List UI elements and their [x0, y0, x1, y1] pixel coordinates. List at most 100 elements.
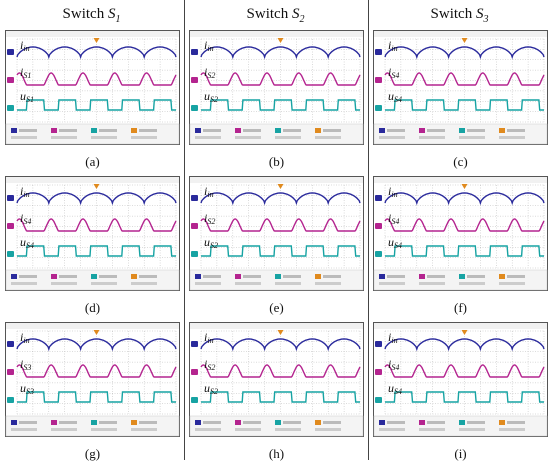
column-header-subscript: 1 — [115, 14, 121, 25]
info-channel-chip — [91, 420, 97, 425]
info-readout — [419, 428, 445, 431]
info-readout — [51, 282, 77, 285]
info-channel-chip — [315, 274, 321, 279]
info-readout — [419, 282, 445, 285]
info-readout — [59, 275, 77, 278]
scope-info-bar — [5, 123, 180, 145]
channel-marker — [7, 341, 14, 347]
input-current-trace — [384, 46, 545, 60]
switch-voltage-label: uS1 — [20, 89, 34, 104]
info-readout — [19, 421, 37, 424]
switch-current-trace — [384, 364, 545, 378]
info-readout — [131, 282, 157, 285]
scope-top-bar — [374, 31, 547, 37]
input-current-trace — [384, 338, 545, 352]
info-channel-chip — [275, 420, 281, 425]
switch-voltage-trace — [17, 99, 176, 111]
info-readout — [243, 129, 261, 132]
scope-grid — [384, 38, 545, 123]
column-header-symbol: S — [475, 6, 484, 22]
trigger-marker — [461, 184, 468, 189]
trigger-marker — [93, 38, 100, 43]
column-divider — [184, 0, 185, 460]
info-readout — [11, 136, 37, 139]
oscilloscope-panel: iin iS4 uS4 — [373, 176, 548, 291]
info-readout — [131, 428, 157, 431]
info-readout — [467, 129, 485, 132]
switch-current-trace — [200, 364, 361, 378]
switch-current-trace — [200, 72, 361, 86]
oscilloscope-screen: iin iS3 uS3 — [5, 322, 180, 437]
panel-caption: (c) — [453, 154, 468, 169]
info-readout — [379, 136, 405, 139]
info-readout — [459, 282, 485, 285]
info-readout — [467, 275, 485, 278]
switch-current-label: iS1 — [20, 65, 31, 80]
panel-caption: (d) — [84, 300, 101, 315]
column-header-1: Switch S1 — [0, 6, 183, 25]
info-channel-chip — [51, 420, 57, 425]
info-channel-chip — [275, 128, 281, 133]
channel-marker — [375, 369, 382, 375]
info-readout — [11, 428, 37, 431]
scope-info-bar — [189, 123, 364, 145]
info-readout — [195, 136, 221, 139]
info-readout — [19, 129, 37, 132]
info-readout — [203, 129, 221, 132]
channel-marker — [375, 223, 382, 229]
panel-caption: (e) — [269, 300, 284, 315]
scope-info-bar — [5, 269, 180, 291]
info-channel-chip — [11, 274, 17, 279]
info-readout — [59, 129, 77, 132]
info-readout — [379, 428, 405, 431]
scope-top-bar — [374, 177, 547, 183]
info-readout — [243, 421, 261, 424]
info-readout — [315, 282, 341, 285]
switch-current-trace — [384, 72, 545, 86]
channel-marker — [7, 49, 14, 55]
trigger-marker — [277, 38, 284, 43]
switch-voltage-trace — [201, 245, 360, 257]
oscilloscope-panel: iin iS4 uS4 — [373, 322, 548, 437]
column-header-prefix: Switch — [430, 6, 476, 22]
info-readout — [499, 428, 525, 431]
info-channel-chip — [315, 420, 321, 425]
oscilloscope-screen: iin iS4 uS4 — [373, 176, 548, 291]
channel-marker — [191, 77, 198, 83]
info-channel-chip — [499, 128, 505, 133]
oscilloscope-screen: iin iS4 uS4 — [373, 322, 548, 437]
info-readout — [507, 275, 525, 278]
column-header-prefix: Switch — [62, 6, 108, 22]
switch-current-label: iS2 — [204, 65, 215, 80]
column-header-subscript: 2 — [299, 14, 305, 25]
column-header-symbol: S — [291, 6, 300, 22]
info-readout — [323, 421, 341, 424]
trigger-marker — [461, 330, 468, 335]
scope-info-bar — [189, 415, 364, 437]
panel-caption: (a) — [85, 154, 100, 169]
channel-marker — [7, 223, 14, 229]
input-current-label: iin — [388, 330, 398, 345]
info-readout — [91, 428, 117, 431]
info-readout — [235, 428, 261, 431]
input-current-label: iin — [20, 330, 30, 345]
switch-voltage-label: uS4 — [20, 235, 34, 250]
info-readout — [427, 275, 445, 278]
scope-top-bar — [6, 177, 179, 183]
trigger-marker — [93, 184, 100, 189]
oscilloscope-screen: iin iS2 uS2 — [189, 176, 364, 291]
oscilloscope-screen: iin iS1 uS1 — [5, 30, 180, 145]
oscilloscope-panel: iin iS1 uS1 — [5, 30, 180, 145]
info-readout — [507, 421, 525, 424]
input-current-trace — [200, 46, 361, 60]
info-readout — [467, 421, 485, 424]
info-readout — [379, 282, 405, 285]
trigger-marker — [277, 330, 284, 335]
channel-marker — [191, 195, 198, 201]
channel-marker — [191, 369, 198, 375]
trigger-marker — [461, 38, 468, 43]
scope-grid — [200, 38, 361, 123]
info-readout — [499, 136, 525, 139]
info-channel-chip — [419, 128, 425, 133]
info-readout — [459, 136, 485, 139]
